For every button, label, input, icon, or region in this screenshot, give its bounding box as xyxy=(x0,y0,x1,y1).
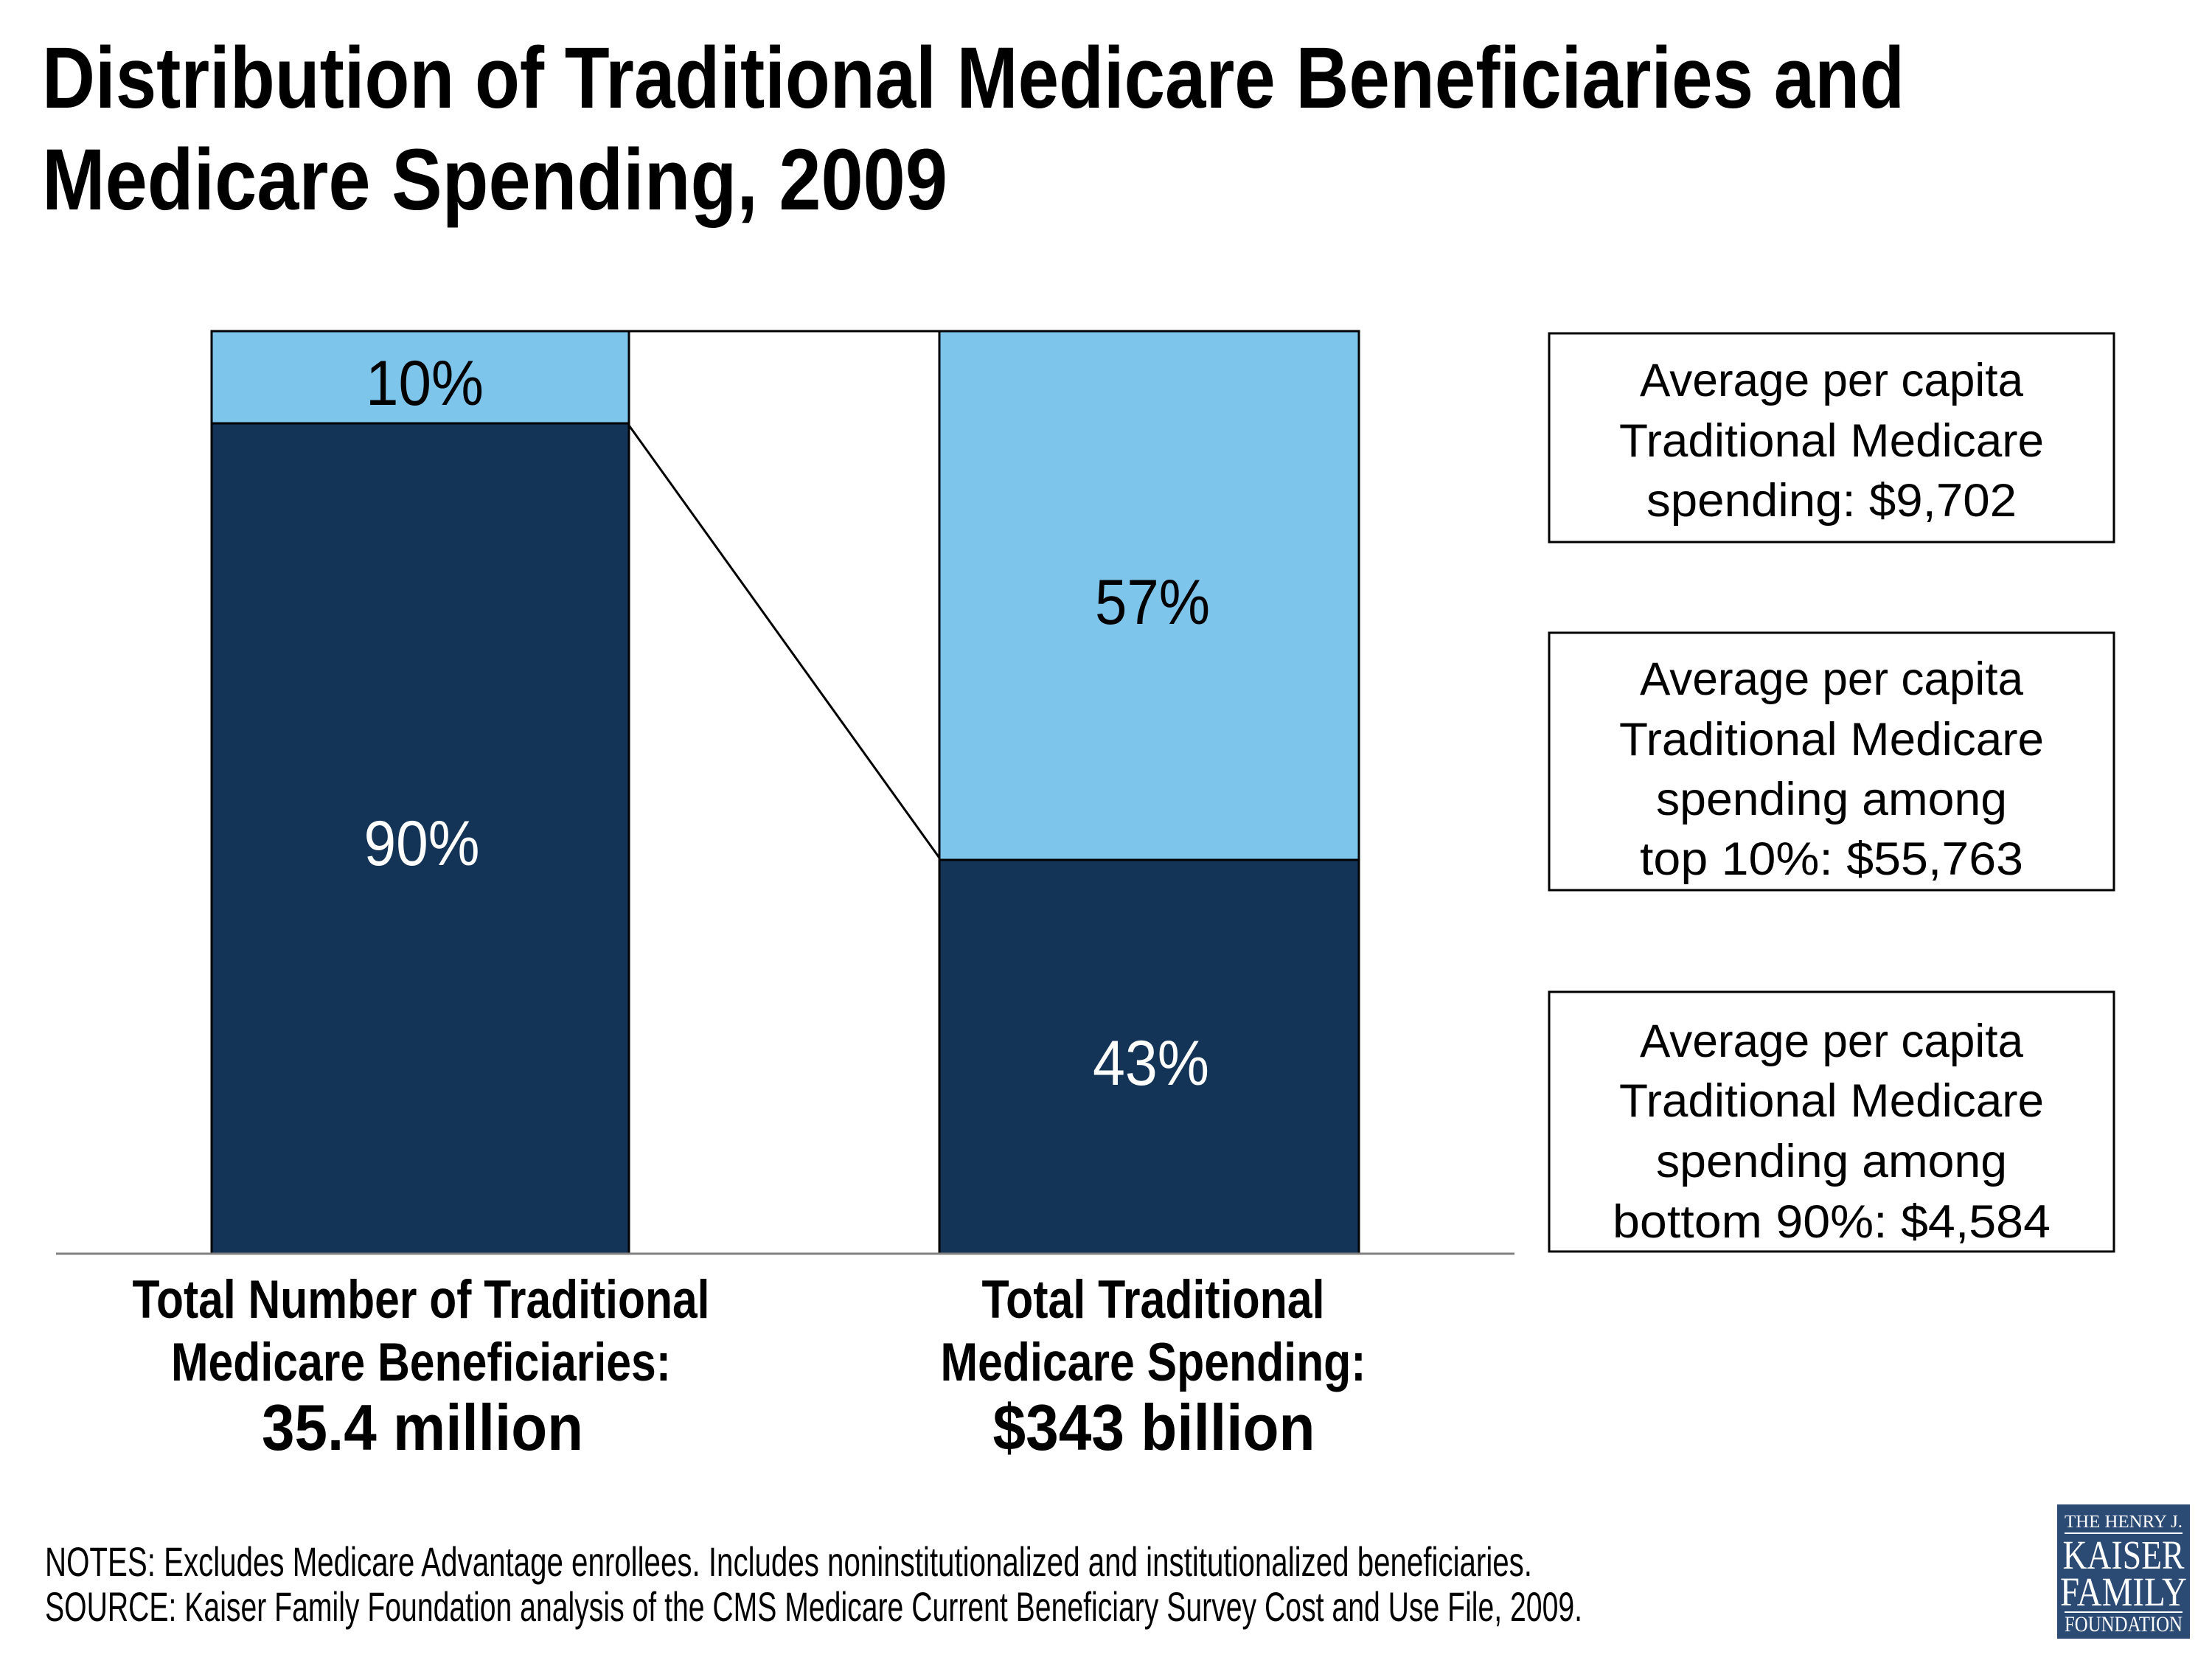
svg-text:$343 billion: $343 billion xyxy=(993,1391,1315,1464)
svg-text:spending among: spending among xyxy=(1656,1136,2007,1187)
svg-text:Total Traditional: Total Traditional xyxy=(982,1270,1325,1330)
svg-text:Medicare Spending:: Medicare Spending: xyxy=(941,1333,1366,1392)
svg-text:35.4 million: 35.4 million xyxy=(262,1391,583,1464)
svg-text:Average per capita: Average per capita xyxy=(1640,355,2024,406)
svg-text:FAMILY: FAMILY xyxy=(2060,1569,2187,1614)
svg-text:KAISER: KAISER xyxy=(2063,1532,2185,1577)
svg-text:FOUNDATION: FOUNDATION xyxy=(2065,1612,2183,1636)
svg-text:THE HENRY J.: THE HENRY J. xyxy=(2065,1513,2183,1532)
svg-text:top 10%: $55,763: top 10%: $55,763 xyxy=(1640,833,2023,885)
svg-text:Average per capita: Average per capita xyxy=(1640,1015,2024,1067)
svg-text:Medicare Spending, 2009: Medicare Spending, 2009 xyxy=(42,131,947,229)
svg-text:Traditional Medicare: Traditional Medicare xyxy=(1619,415,2044,467)
svg-text:Total Number of Traditional: Total Number of Traditional xyxy=(133,1270,710,1330)
svg-text:90%: 90% xyxy=(364,808,480,879)
svg-text:Medicare Beneficiaries:: Medicare Beneficiaries: xyxy=(171,1333,671,1392)
svg-text:Traditional Medicare: Traditional Medicare xyxy=(1619,1075,2044,1127)
svg-text:spending among: spending among xyxy=(1656,774,2007,825)
svg-text:57%: 57% xyxy=(1095,567,1210,638)
svg-text:Traditional Medicare: Traditional Medicare xyxy=(1619,714,2044,765)
svg-text:Average per capita: Average per capita xyxy=(1640,653,2024,705)
svg-text:NOTES: Excludes Medicare Advan: NOTES: Excludes Medicare Advantage enrol… xyxy=(45,1538,1532,1585)
svg-text:spending: $9,702: spending: $9,702 xyxy=(1646,475,2017,527)
svg-text:bottom 90%: $4,584: bottom 90%: $4,584 xyxy=(1613,1196,2051,1248)
svg-text:43%: 43% xyxy=(1093,1028,1209,1099)
svg-text:10%: 10% xyxy=(366,348,484,419)
svg-text:SOURCE: Kaiser Family Foundati: SOURCE: Kaiser Family Foundation analysi… xyxy=(45,1583,1582,1630)
svg-text:Distribution of Traditional Me: Distribution of Traditional Medicare Ben… xyxy=(42,29,1905,127)
